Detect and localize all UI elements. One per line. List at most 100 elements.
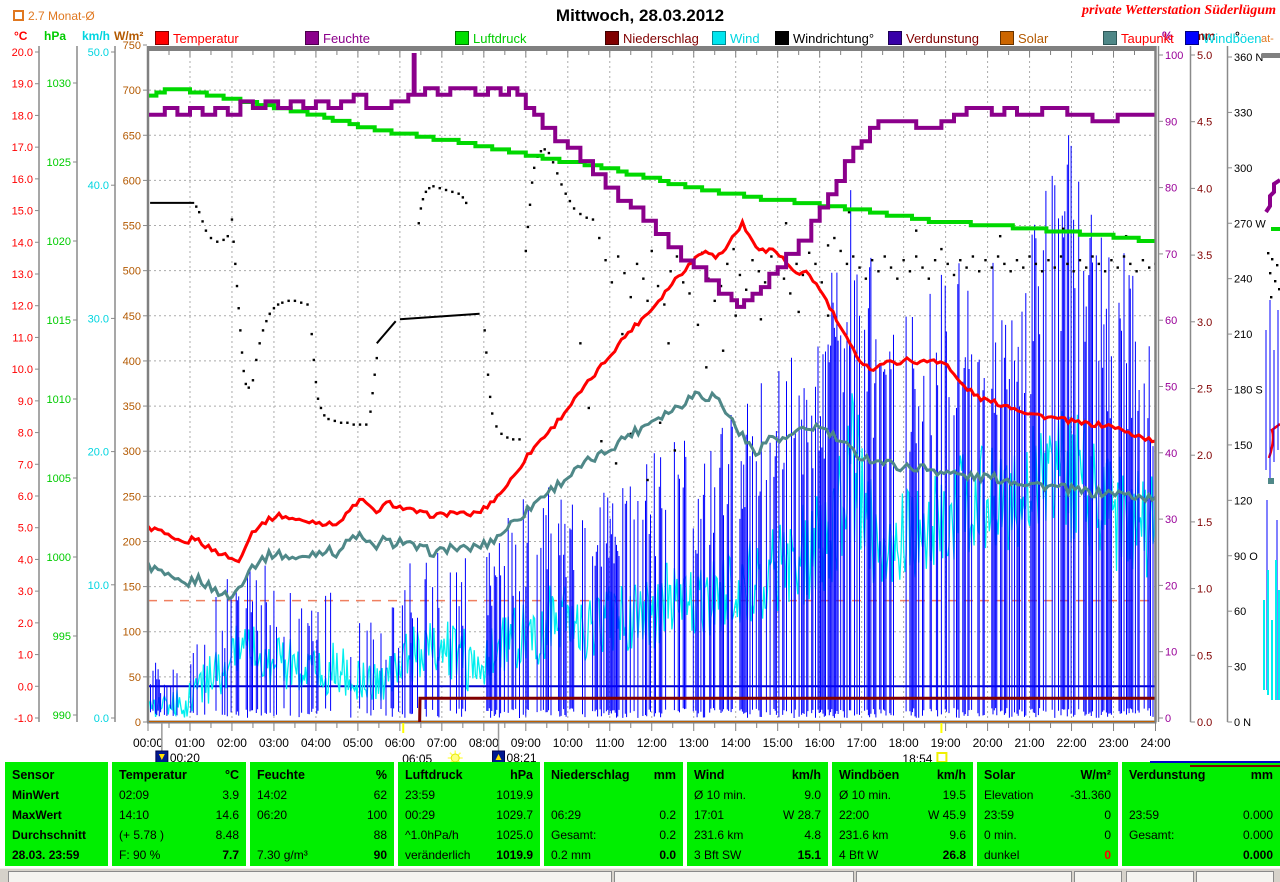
cell-label: 06:29 [551, 808, 582, 822]
svg-text:40: 40 [1165, 448, 1177, 460]
legend-label: Windböen [1203, 31, 1262, 46]
cell-label: F: 90 % [119, 848, 161, 862]
legend-item-luftdruck[interactable]: Luftdruck [455, 31, 526, 46]
plot-area[interactable] [148, 46, 1156, 722]
svg-text:08:21: 08:21 [507, 751, 537, 765]
unit-label-: ° [1235, 29, 1240, 43]
legend-item-niederschlag[interactable]: Niederschlag [605, 31, 699, 46]
legend-item-feuchte[interactable]: Feuchte [305, 31, 370, 46]
svg-text:330: 330 [1234, 107, 1252, 119]
svg-text:60: 60 [1234, 606, 1246, 618]
svg-text:8.0: 8.0 [18, 428, 33, 440]
col-header: Luftdruck [405, 768, 463, 782]
next-chart-edge-fragment: at- [1261, 33, 1280, 700]
table-col-temperatur: Temperatur °C 02:09 3.9 14:10 14.6 (+ 5.78 ) 8.… [112, 762, 246, 866]
legend-label: Solar [1018, 31, 1049, 46]
cell-label: 22:00 [839, 808, 870, 822]
legend-item-solar[interactable]: Solar [1000, 31, 1048, 46]
cell-value: W 45.9 [927, 808, 966, 822]
legend-label: Niederschlag [623, 31, 699, 46]
legend-item-taupunkt[interactable]: Taupunkt [1103, 31, 1174, 46]
cell-value: 15.1 [797, 848, 821, 862]
cell-label: 231.6 km [694, 828, 744, 842]
cell-label: 0.2 mm [551, 848, 592, 862]
svg-text:07:00: 07:00 [427, 736, 457, 750]
svg-text:300: 300 [1234, 163, 1252, 175]
svg-text:12.0: 12.0 [12, 301, 33, 313]
col-unit: km/h [791, 768, 821, 782]
svg-text:270 W: 270 W [1234, 218, 1266, 230]
svg-text:00:20: 00:20 [170, 751, 200, 765]
cell-label: 17:01 [694, 808, 725, 822]
svg-text:19:00: 19:00 [931, 736, 961, 750]
mm-axis: 5.0 4.5 4.0 3.5 3.0 2.5 2.0 1.5 1.0 0.5 0.0 [1189, 46, 1212, 729]
cell-value: 7.7 [222, 848, 239, 862]
series-luftdruck [149, 87, 1155, 243]
status-bar [0, 868, 1280, 882]
legend-label: Verdunstung [906, 31, 980, 46]
legend-item-wind[interactable]: Wind [712, 31, 760, 46]
svg-text:00:00: 00:00 [133, 736, 163, 750]
svg-text:500: 500 [123, 266, 141, 278]
table-col-niederschlag: Niederschlag mm 06:29 0.2 Gesamt: 0.2 0.2 mm 0.… [544, 762, 683, 866]
svg-text:180 S: 180 S [1234, 385, 1263, 397]
cell-label: 231.6 km [839, 828, 889, 842]
svg-text:80: 80 [1165, 183, 1177, 195]
cell-label: 7.30 g/m³ [257, 848, 308, 862]
svg-text:1030: 1030 [47, 78, 71, 90]
svg-text:6.0: 6.0 [18, 491, 33, 503]
weather-chart[interactable]: 20.0 19.0 18.0 17.0 16.0 15.0 14.0 13.0 12.0 11.0… [0, 0, 1280, 768]
cell-label: 14:10 [119, 808, 150, 822]
svg-text:50: 50 [129, 672, 141, 684]
svg-text:4.5: 4.5 [1197, 117, 1212, 129]
station-name: private Wetterstation Süderlügum [1082, 3, 1276, 18]
svg-text:23:00: 23:00 [1099, 736, 1129, 750]
svg-text:550: 550 [123, 221, 141, 233]
cell-label: 02:09 [119, 788, 150, 802]
svg-text:200: 200 [123, 536, 141, 548]
series-taupunkt [149, 390, 1155, 601]
next-chart-artifact-blue [1150, 761, 1280, 763]
svg-text:1025: 1025 [47, 157, 71, 169]
cell-value: 0 [1104, 848, 1111, 862]
svg-text:24:00: 24:00 [1140, 736, 1170, 750]
legend-label: Taupunkt [1121, 31, 1174, 46]
legend-swatch-icon [605, 31, 619, 45]
legend-item-windrichtung-[interactable]: Windrichtung° [775, 31, 874, 46]
series-niederschlag [418, 696, 1155, 722]
cell-value: 1019.9 [496, 788, 533, 802]
table-col-verdunstung: Verdunstung mm 23:59 0.000 Gesamt: 0.000 0.000 [1122, 762, 1280, 866]
cell-value: 90 [373, 848, 387, 862]
col-unit: mm [653, 768, 676, 782]
table-col-solar: Solar W/m² Elevation -31.360 23:59 0 0 min. 0 du… [977, 762, 1118, 866]
table-col-sensor: Sensor MinWert MaxWert Durchschnitt 28.03. 2… [5, 762, 108, 866]
svg-text:240: 240 [1234, 274, 1252, 286]
legend-swatch-icon [1103, 31, 1117, 45]
svg-text:0 N: 0 N [1234, 717, 1251, 729]
cell-label: 23:59 [405, 788, 436, 802]
cell-value: 0.2 [659, 828, 676, 842]
legend-item-verdunstung[interactable]: Verdunstung [888, 31, 979, 46]
svg-text:04:00: 04:00 [301, 736, 331, 750]
col-header: Niederschlag [551, 768, 630, 782]
legend-label: Feuchte [323, 31, 370, 46]
legend-item-temperatur[interactable]: Temperatur [155, 31, 239, 46]
temp-axis: 20.0 19.0 18.0 17.0 16.0 15.0 14.0 13.0 12.0 11.0… [12, 46, 40, 725]
svg-text:0.0: 0.0 [94, 713, 109, 725]
svg-text:10:00: 10:00 [553, 736, 583, 750]
cell-label: 0 min. [984, 828, 1017, 842]
cell-label: 3 Bft SW [694, 848, 742, 862]
svg-text:0: 0 [135, 717, 141, 729]
svg-text:18.0: 18.0 [12, 110, 33, 122]
legend-label: Wind [730, 31, 760, 46]
svg-text:1.5: 1.5 [1197, 517, 1212, 529]
svg-text:750: 750 [123, 40, 141, 52]
deg-axis: 360 N 330 300 270 W 240 210 180 S 150 120 90 O 60 3… [1226, 46, 1266, 729]
svg-text:0.0: 0.0 [18, 681, 33, 693]
svg-text:450: 450 [123, 311, 141, 323]
legend-item-windb-en[interactable]: Windböen [1185, 31, 1262, 46]
row-label: MinWert [12, 788, 60, 802]
cell-value: 8.48 [215, 828, 239, 842]
svg-text:20.0: 20.0 [88, 447, 109, 459]
wind-axis: 50.0 40.0 30.0 20.0 10.0 0.0 [88, 46, 116, 725]
